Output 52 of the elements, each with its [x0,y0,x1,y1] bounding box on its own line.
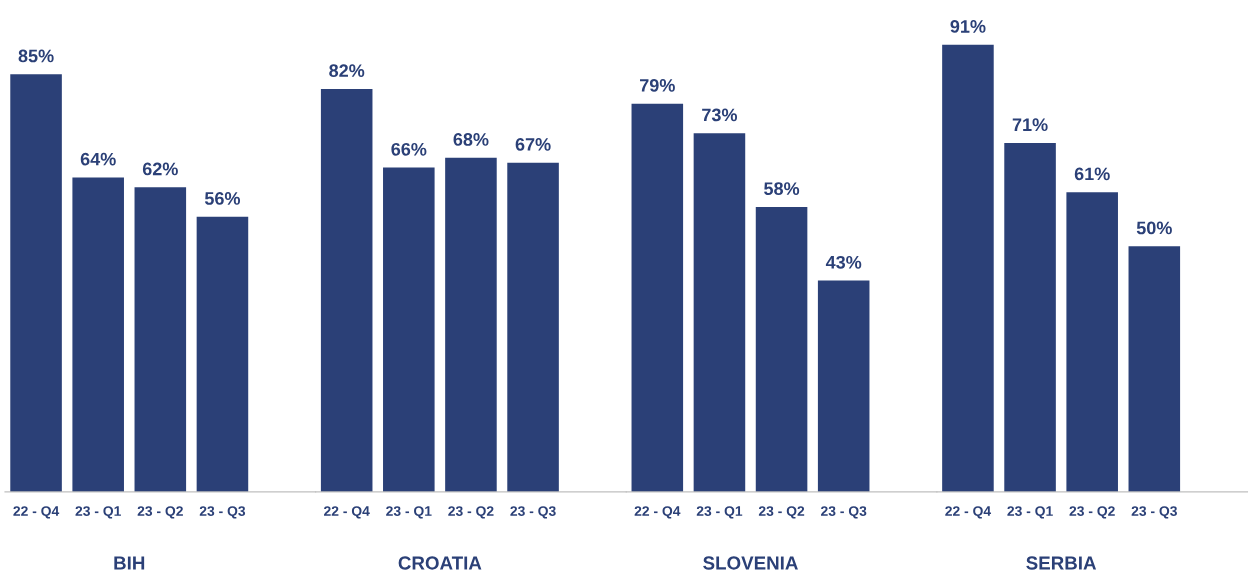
data-label: 66% [391,142,427,156]
bar [1004,143,1056,492]
data-label: 85% [18,49,54,63]
bar [507,162,559,492]
x-tick-label: 23 - Q2 [448,506,494,519]
data-label: 50% [1136,221,1172,235]
data-label: 56% [204,192,241,205]
bar [134,187,187,492]
x-tick-label: 22 - Q4 [324,506,370,519]
bar [445,157,497,492]
data-label: 91% [950,20,986,33]
x-tick-label: 22 - Q4 [13,506,60,519]
x-tick-label: 23 - Q2 [137,506,183,519]
data-label: 73% [702,108,738,122]
bar [72,177,124,492]
x-tick-label: 23 - Q1 [75,506,121,519]
x-tick-label: 23 - Q3 [510,506,556,519]
bar [1128,246,1181,492]
x-tick-label: 22 - Q4 [634,506,681,519]
data-label: 79% [640,79,675,92]
x-axis-title: CROATIA [398,556,482,570]
bar [196,216,249,492]
x-tick-label: 23 - Q1 [386,506,432,519]
x-axis-title: BIH [114,556,145,570]
data-label: 62% [142,162,178,176]
bar [383,167,435,492]
x-tick-label: 22 - Q4 [945,506,992,519]
x-tick-label: 23 - Q1 [1007,506,1053,519]
bar [631,103,684,492]
bar [942,44,994,492]
x-tick-label: 23 - Q3 [821,506,867,519]
data-label: 82% [329,64,365,78]
x-tick-label: 23 - Q2 [758,506,805,519]
x-tick-label: 23 - Q3 [199,506,246,519]
bar [755,206,808,492]
data-label: 68% [453,133,489,146]
bar [1066,192,1118,492]
bar [693,133,746,492]
x-tick-label: 23 - Q2 [1069,506,1115,519]
data-label: 64% [80,152,116,166]
data-label: 71% [1012,118,1048,132]
bar [10,74,62,492]
x-axis-title: SLOVENIA [703,556,798,570]
x-tick-label: 23 - Q1 [696,506,743,519]
data-label: 58% [764,182,800,195]
x-tick-label: 23 - Q3 [1131,506,1177,519]
data-label: 67% [515,137,551,151]
x-axis-title: SERBIA [1026,556,1097,570]
bar [320,88,373,492]
data-label: 61% [1074,167,1110,181]
bar [817,280,870,492]
data-label: 43% [825,255,862,269]
